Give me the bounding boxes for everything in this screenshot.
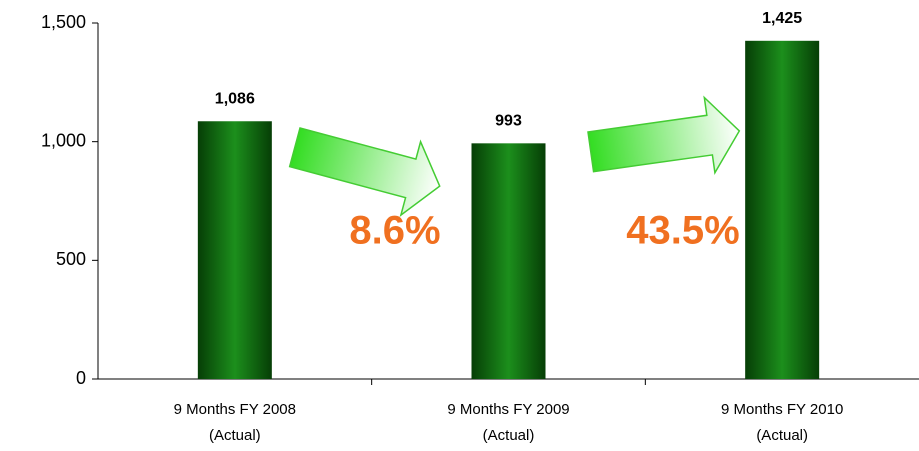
value-label: 1,425 — [762, 10, 802, 27]
x-tick-label: 9 Months FY 2010 — [721, 401, 843, 418]
arrow — [288, 127, 441, 217]
bar — [471, 143, 546, 379]
y-tick-label: 1,000 — [41, 130, 86, 150]
x-tick-label: 9 Months FY 2009 — [447, 401, 569, 418]
y-tick-label: 0 — [76, 368, 86, 388]
x-tick-label: (Actual) — [483, 427, 535, 444]
x-tick-label: (Actual) — [209, 427, 261, 444]
bar — [197, 121, 272, 380]
bar — [745, 40, 820, 380]
value-label: 1,086 — [215, 90, 255, 107]
x-tick-label: (Actual) — [756, 427, 808, 444]
x-tick-label: 9 Months FY 2008 — [174, 401, 296, 418]
y-tick-label: 1,500 — [41, 12, 86, 32]
annotation: 43.5% — [626, 209, 739, 253]
annotation: 8.6% — [349, 209, 440, 253]
value-label: 993 — [495, 113, 522, 130]
arrow — [587, 95, 741, 175]
y-tick-label: 500 — [56, 249, 86, 269]
